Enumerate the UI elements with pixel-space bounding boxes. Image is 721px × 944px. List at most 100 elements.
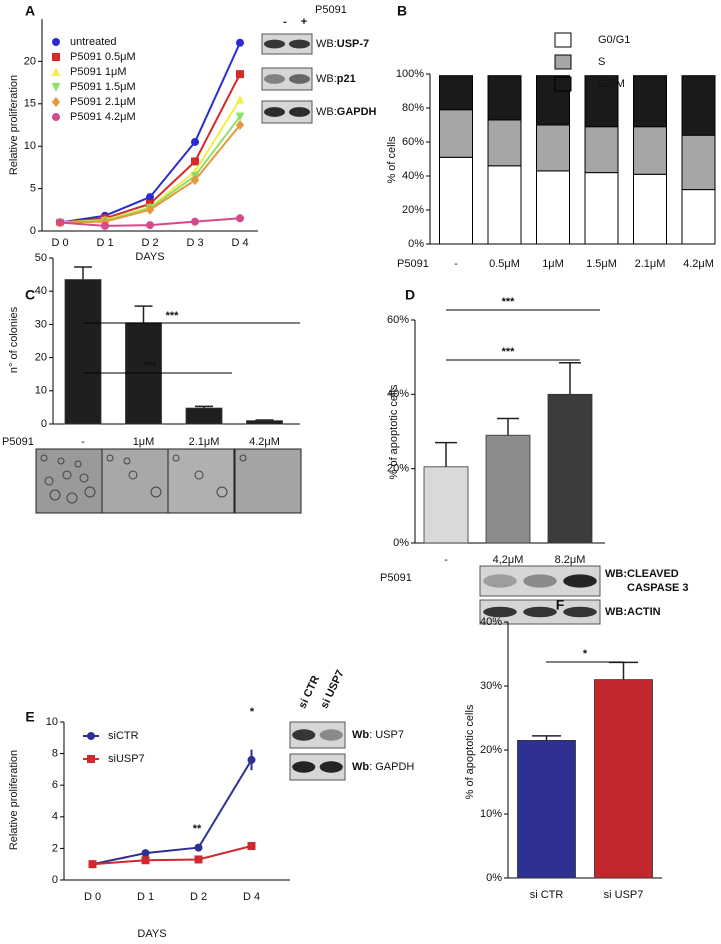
marker xyxy=(235,120,245,130)
blot-label-part: : USP7 xyxy=(369,729,404,741)
x-tick-label: - xyxy=(81,436,85,448)
bar-segment xyxy=(633,126,667,175)
blot-band xyxy=(483,574,517,588)
y-axis-title: Relative proliferation xyxy=(8,750,20,850)
bar xyxy=(64,279,102,425)
colony xyxy=(62,470,72,480)
colony xyxy=(216,486,228,498)
blot-label-part: CASPASE 3 xyxy=(627,582,689,594)
blot-label-part: p21 xyxy=(337,73,356,85)
x-tick-label: D 3 xyxy=(186,237,203,249)
blot-band xyxy=(523,574,557,588)
y-tick-label: 20 xyxy=(24,55,36,67)
y-tick-label: 60% xyxy=(402,136,424,148)
y-tick-label: 10% xyxy=(480,808,502,820)
marker xyxy=(56,218,64,227)
legend-label: siCTR xyxy=(108,730,139,742)
x-axis-title: DAYS xyxy=(137,928,166,940)
legend-swatch xyxy=(554,54,572,70)
colony xyxy=(74,460,82,468)
x-tick-label: D 4 xyxy=(231,237,248,249)
bar-segment xyxy=(633,75,667,128)
marker xyxy=(101,221,109,230)
blot-label: Wb: USP7 xyxy=(352,729,404,741)
category-label: P5091 xyxy=(397,258,429,270)
y-axis-title: % of apoptotic cells xyxy=(388,384,400,479)
y-tick-label: 0 xyxy=(30,225,36,237)
panel-letter: A xyxy=(25,3,35,19)
colony xyxy=(239,454,247,462)
bar-segment xyxy=(584,75,619,128)
colony xyxy=(66,492,78,504)
panel-letter: B xyxy=(397,3,407,19)
marker xyxy=(235,94,245,104)
y-axis-title: n° of colonies xyxy=(8,306,20,373)
marker xyxy=(146,193,154,202)
blot-band xyxy=(483,606,517,618)
x-tick-label: si CTR xyxy=(530,889,564,901)
x-tick-label: si USP7 xyxy=(604,889,644,901)
colony xyxy=(128,470,138,480)
legend-swatch xyxy=(554,76,572,92)
y-tick-label: 20% xyxy=(387,463,409,475)
marker xyxy=(146,221,154,230)
blot-band xyxy=(319,729,343,741)
bar-segment xyxy=(681,134,716,191)
bar-segment xyxy=(439,75,473,111)
bar xyxy=(594,679,653,879)
marker xyxy=(236,70,244,79)
bar xyxy=(547,393,593,544)
bar xyxy=(485,434,531,544)
y-tick-label: 20% xyxy=(480,744,502,756)
y-tick-label: 6 xyxy=(52,779,58,791)
significance-label: * xyxy=(583,648,588,660)
y-tick-label: 60% xyxy=(387,314,409,326)
y-tick-label: 4 xyxy=(52,811,58,823)
blot-label: WB:CLEAVED CASPASE 3 xyxy=(605,568,689,594)
marker xyxy=(88,860,97,869)
marker xyxy=(87,732,95,740)
panel-letter: E xyxy=(25,709,34,725)
blot-label: WB:p21 xyxy=(316,73,356,85)
blot-label-part: WB: xyxy=(605,606,627,618)
marker xyxy=(236,38,244,47)
x-tick-label: - xyxy=(444,554,448,566)
bar-segment xyxy=(439,156,473,245)
y-tick-label: 0% xyxy=(408,238,424,250)
y-tick-label: 30% xyxy=(480,680,502,692)
legend-label: siUSP7 xyxy=(108,753,145,765)
y-tick-label: 20% xyxy=(402,204,424,216)
x-tick-label: 1.5μM xyxy=(586,258,617,270)
colony xyxy=(40,454,48,462)
legend-label: P5091 4.2μM xyxy=(70,111,136,123)
blot-strip xyxy=(261,67,313,91)
x-tick-label: 2.1μM xyxy=(189,436,220,448)
marker xyxy=(194,843,203,852)
y-axis-title: Relative proliferation xyxy=(8,75,20,175)
y-tick-label: 10 xyxy=(24,140,36,152)
legend-label: S xyxy=(598,56,605,68)
blot-label: WB:USP-7 xyxy=(316,38,369,50)
blot-label-part: WB: xyxy=(605,568,627,580)
blot-band xyxy=(292,761,316,773)
x-tick-label: 2.1μM xyxy=(635,258,666,270)
significance-label: *** xyxy=(144,360,158,372)
blot-lane: - xyxy=(283,16,287,28)
blot-lane: si USP7 xyxy=(318,668,346,710)
colony xyxy=(57,457,65,465)
y-tick-label: 8 xyxy=(52,748,58,760)
legend-label: untreated xyxy=(70,36,116,48)
colony-image xyxy=(167,448,235,514)
significance-label: *** xyxy=(502,296,516,308)
blot-band xyxy=(289,39,310,49)
colony xyxy=(123,457,131,465)
blot-band xyxy=(563,606,597,618)
blot-label: WB:GAPDH xyxy=(316,106,377,118)
significance-label: *** xyxy=(502,346,516,358)
colony-image xyxy=(35,448,103,514)
blot-band xyxy=(292,729,316,741)
y-tick-label: 0% xyxy=(393,537,409,549)
y-tick-label: 20 xyxy=(35,352,47,364)
marker xyxy=(191,157,199,166)
bar-segment xyxy=(536,170,570,245)
